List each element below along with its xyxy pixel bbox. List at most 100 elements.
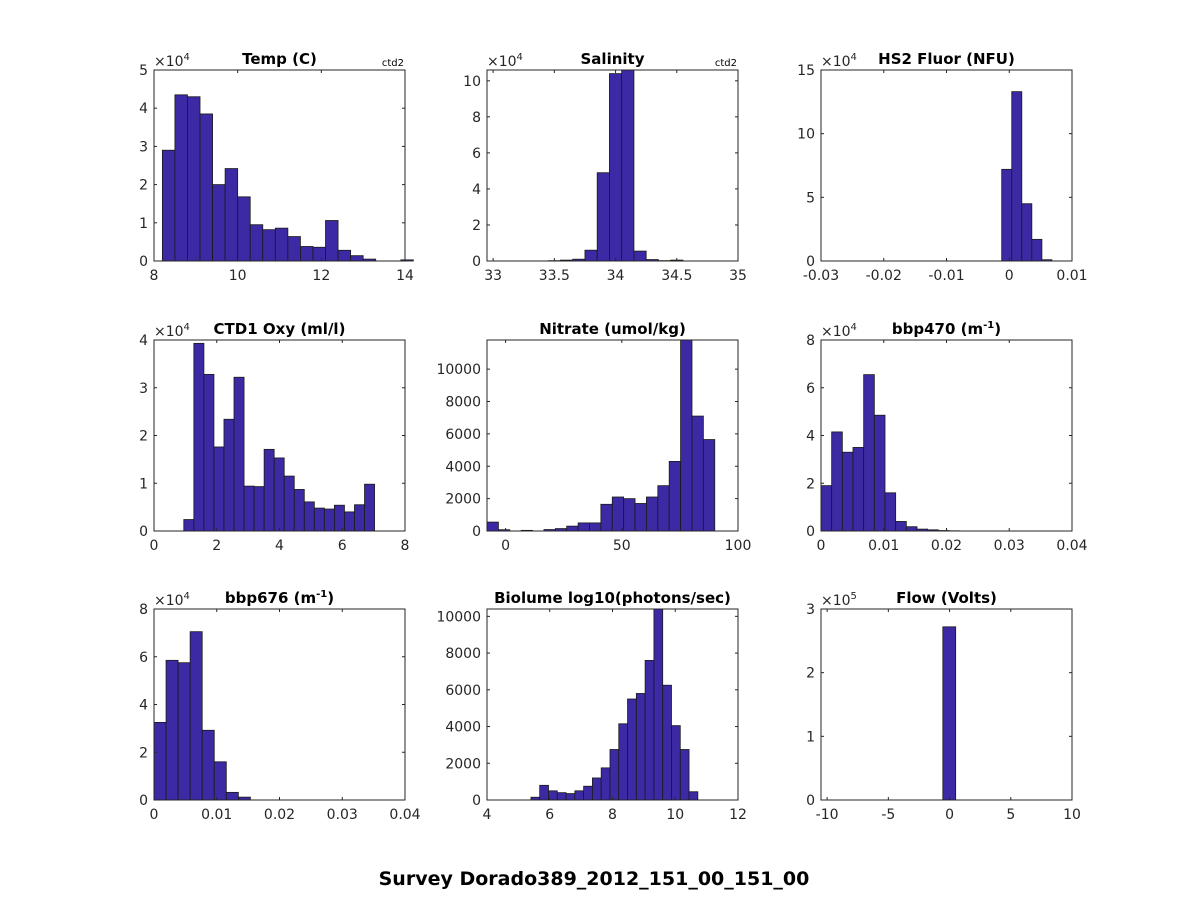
- x-tick-label: 0: [817, 538, 826, 554]
- histogram-bar: [486, 521, 499, 532]
- subplot-title-text: Salinity: [581, 50, 645, 68]
- histogram-bar: [334, 504, 345, 532]
- histogram-bar: [600, 503, 613, 532]
- histogram-bar: [225, 791, 239, 801]
- histogram-bar: [325, 220, 339, 262]
- histogram-bar: [565, 793, 576, 801]
- x-tick-label: 14: [396, 268, 414, 284]
- y-tick-label: 4: [139, 101, 148, 117]
- subplot-title: Nitrate (umol/kg): [539, 320, 686, 338]
- y-tick-label: 4: [472, 182, 481, 198]
- subplot-6: 0 0.01 0.02 0.03 0.04 0 2 4 6 8 ×104 bbp470 (m-1): [806, 320, 1088, 554]
- histogram-bar: [634, 503, 647, 532]
- histogram-bar: [199, 113, 213, 262]
- x-tick-label: 34: [607, 268, 625, 284]
- histogram-bar: [627, 698, 637, 801]
- histogram-bar: [187, 96, 201, 262]
- histogram-bar: [263, 448, 275, 532]
- histogram-bar: [680, 339, 693, 532]
- axis-exponent-power: 4: [517, 52, 523, 63]
- x-tick-label: 0: [150, 807, 159, 823]
- histogram-bar: [589, 522, 602, 532]
- y-tick-label: 10: [463, 74, 481, 90]
- subplot-5: 0 50 100 0 2000 4000 6000 8000 10000 Nitrate (umo…: [436, 320, 751, 554]
- histogram-bar: [1001, 168, 1013, 262]
- y-tick-label: 1: [139, 476, 148, 492]
- histogram-bar: [646, 496, 659, 532]
- histogram-bar: [831, 431, 843, 532]
- histogram-bar: [354, 504, 365, 532]
- histogram-bar: [223, 418, 235, 532]
- histogram-bar: [633, 250, 647, 262]
- subplot-title: CTD1 Oxy (ml/l): [214, 320, 346, 338]
- y-tick-label: 5: [139, 63, 148, 79]
- y-tick-label: 10: [797, 127, 815, 143]
- subplot-title-text: Temp (C): [242, 50, 317, 68]
- y-tick-label: 10000: [436, 362, 481, 378]
- x-tick-label: 2: [212, 538, 221, 554]
- y-tick-label: 0: [139, 254, 148, 270]
- histogram-bar: [653, 608, 664, 801]
- histogram-bar: [249, 224, 264, 262]
- histogram-bar: [623, 498, 636, 532]
- y-tick-label: 15: [797, 63, 815, 79]
- x-tick-label: 10: [229, 268, 247, 284]
- y-tick-label: 2000: [445, 756, 481, 772]
- y-tick-label: 6: [472, 146, 481, 162]
- histogram-bar: [566, 525, 579, 532]
- histogram-bar: [841, 451, 854, 532]
- histogram-bar: [584, 249, 598, 262]
- histogram-bar: [189, 631, 203, 801]
- x-tick-label: 0: [501, 538, 510, 554]
- histogram-bar: [1011, 91, 1023, 262]
- y-tick-label: 2: [139, 745, 148, 761]
- histogram-bar: [350, 255, 364, 262]
- histogram-bar: [293, 489, 305, 532]
- histogram-bar: [193, 342, 205, 532]
- subplot-title: Salinity: [581, 50, 645, 68]
- histogram-bar: [905, 526, 918, 532]
- subplot-title: Temp (C): [242, 50, 317, 68]
- axes-frame: [486, 339, 739, 532]
- histogram-bar: [635, 693, 646, 801]
- histogram-bar: [287, 236, 301, 262]
- axis-exponent-power: 4: [184, 322, 190, 333]
- histogram-bar: [243, 485, 255, 532]
- y-tick-label: 8000: [445, 646, 481, 662]
- subplot-title-text: Flow (Volts): [896, 589, 997, 607]
- x-tick-label: 8: [401, 538, 410, 554]
- histogram-bar: [577, 522, 590, 532]
- y-tick-label: 8: [472, 110, 481, 126]
- x-tick-label: 6: [545, 807, 554, 823]
- histogram-bar: [165, 659, 179, 801]
- y-tick-label: 0: [472, 793, 481, 809]
- histogram-bar: [884, 492, 897, 532]
- histogram-bar: [852, 447, 865, 532]
- axis-exponent-power: 4: [851, 322, 857, 333]
- y-tick-label: 5: [806, 190, 815, 206]
- axis-exponent: ×105: [821, 591, 857, 609]
- y-tick-label: 0: [472, 524, 481, 540]
- histogram-bar: [668, 460, 681, 532]
- y-tick-label: 2: [806, 666, 815, 682]
- subplot-title-suffix: ): [994, 320, 1001, 338]
- y-tick-label: 3: [806, 602, 815, 618]
- subplot-9: -10 -5 0 5 10 0 1 2 3 ×105 Flow (Volts): [806, 589, 1081, 823]
- histogram-bar: [1021, 203, 1033, 262]
- axis-exponent: ×104: [154, 52, 190, 70]
- x-tick-label: 0.01: [201, 807, 232, 823]
- y-tick-label: 0: [806, 254, 815, 270]
- histogram-bar: [337, 249, 352, 262]
- histogram-bar: [273, 457, 285, 532]
- subplot-title-suffix: ): [327, 589, 334, 607]
- histogram-bar: [596, 172, 610, 262]
- x-tick-label: -0.03: [803, 268, 839, 284]
- histogram-bar: [609, 749, 620, 801]
- y-tick-label: 8: [139, 602, 148, 618]
- y-tick-label: 6000: [445, 427, 481, 443]
- histogram-bar: [621, 69, 635, 262]
- histogram-bar: [303, 501, 315, 532]
- y-tick-label: 8000: [445, 395, 481, 411]
